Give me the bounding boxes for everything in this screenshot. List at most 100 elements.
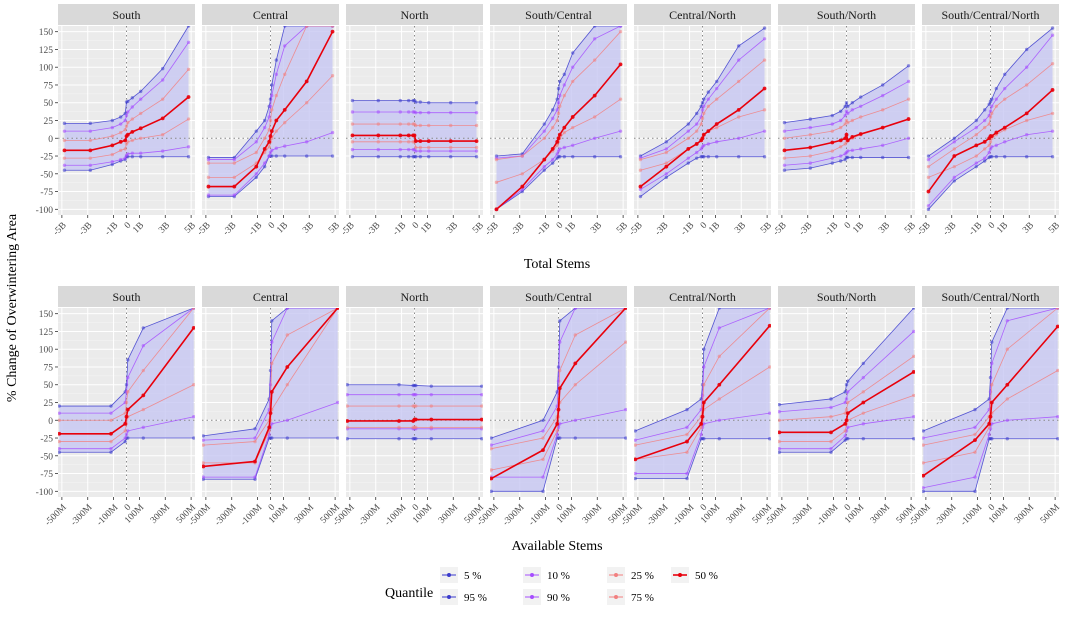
facet-strip-label: Central: [253, 8, 289, 22]
data-point-q90: [990, 361, 994, 366]
data-point-q5: [562, 155, 567, 159]
data-point-q5: [1056, 437, 1059, 441]
data-point-q75: [846, 400, 850, 405]
data-point-q75: [717, 354, 722, 359]
data-point-q95: [270, 319, 274, 323]
x-tick-label: 1B: [851, 221, 866, 236]
data-point-q50: [541, 448, 545, 453]
x-tick-label: 0: [699, 221, 710, 232]
data-point-q90: [350, 110, 355, 114]
data-point-q25: [982, 147, 987, 151]
y-tick-label: -100: [36, 206, 54, 216]
data-point-q75: [406, 122, 411, 126]
data-point-q5: [110, 162, 114, 167]
legend-key-point: [530, 573, 534, 577]
data-point-q95: [418, 100, 423, 104]
data-point-q5: [1003, 155, 1007, 159]
data-point-q95: [715, 79, 719, 84]
data-point-q50: [623, 308, 627, 310]
data-point-q50: [1005, 382, 1010, 387]
data-point-q10: [618, 129, 623, 133]
data-point-q75: [1005, 347, 1010, 351]
data-point-q5: [490, 489, 493, 494]
data-point-q50: [118, 139, 123, 144]
x-tick-label: -100M: [671, 502, 697, 528]
data-point-q5: [336, 436, 339, 440]
data-point-q50: [844, 418, 849, 423]
data-point-q90: [160, 78, 165, 82]
x-tick-label: 0: [987, 221, 998, 232]
data-point-q25: [429, 425, 434, 430]
data-point-q25: [974, 154, 978, 158]
data-point-q95: [58, 404, 61, 408]
data-point-q25: [808, 154, 813, 158]
x-tick-label: -100M: [383, 502, 409, 528]
data-point-q25: [988, 140, 993, 144]
data-point-q5: [376, 155, 381, 159]
x-tick-label: 0: [699, 503, 710, 514]
data-point-q50: [989, 134, 994, 139]
facet-strip: [58, 4, 195, 25]
data-point-q50: [398, 133, 403, 138]
x-tick-label: -100M: [95, 502, 121, 528]
data-point-q5: [448, 155, 453, 159]
data-point-q95: [562, 72, 567, 77]
data-point-q90: [762, 37, 767, 41]
data-point-q25: [717, 397, 722, 401]
data-point-q10: [702, 422, 706, 426]
data-point-q10: [843, 434, 847, 438]
x-tick-label: 500M: [1039, 502, 1063, 526]
facet-strip: [58, 286, 195, 307]
data-point-q75: [699, 122, 703, 126]
data-point-q25: [1005, 397, 1010, 401]
data-point-q50: [267, 425, 272, 430]
x-tick-label: 1B: [707, 221, 722, 236]
data-point-q5: [480, 437, 483, 441]
x-tick-label: -3B: [509, 221, 526, 238]
data-point-q75: [270, 108, 274, 112]
data-point-q75: [702, 111, 706, 116]
data-point-q5: [418, 155, 423, 159]
data-point-q10: [861, 422, 866, 426]
data-point-q25: [206, 175, 211, 180]
data-point-q95: [829, 397, 833, 401]
data-point-q5: [1005, 437, 1010, 441]
data-point-q75: [448, 123, 453, 128]
data-point-q75: [994, 104, 999, 108]
data-point-q90: [139, 97, 143, 101]
data-point-q10: [1003, 140, 1007, 144]
data-point-q10: [715, 140, 719, 144]
data-point-q90: [124, 113, 129, 118]
data-point-q95: [555, 97, 559, 101]
data-point-q10: [62, 163, 67, 167]
data-point-q75: [126, 390, 130, 394]
data-point-q25: [418, 145, 423, 150]
data-point-q90: [700, 393, 705, 398]
data-point-q5: [778, 450, 781, 454]
data-point-q25: [762, 108, 767, 112]
data-point-q75: [922, 443, 925, 447]
data-point-q50: [557, 386, 562, 391]
data-point-q95: [988, 375, 993, 380]
x-tick-label: -100M: [959, 502, 985, 528]
data-point-q75: [843, 122, 847, 126]
data-point-q10: [414, 149, 418, 153]
data-point-q50: [843, 136, 848, 141]
data-point-q90: [1003, 86, 1007, 91]
data-point-q75: [829, 415, 833, 419]
data-point-q50: [987, 421, 992, 426]
data-point-q50: [350, 133, 355, 138]
data-point-q95: [782, 120, 787, 125]
data-point-q25: [58, 439, 61, 444]
y-tick-label: -25: [40, 435, 53, 445]
data-point-q10: [398, 147, 402, 152]
data-point-q5: [686, 161, 690, 165]
data-point-q25: [638, 168, 643, 172]
data-point-q10: [973, 475, 977, 479]
data-point-q50: [274, 118, 279, 123]
data-point-q50: [988, 414, 993, 419]
data-point-q10: [808, 161, 813, 165]
facet-strip: [778, 286, 915, 307]
x-tick-label: 300M: [1013, 502, 1037, 526]
